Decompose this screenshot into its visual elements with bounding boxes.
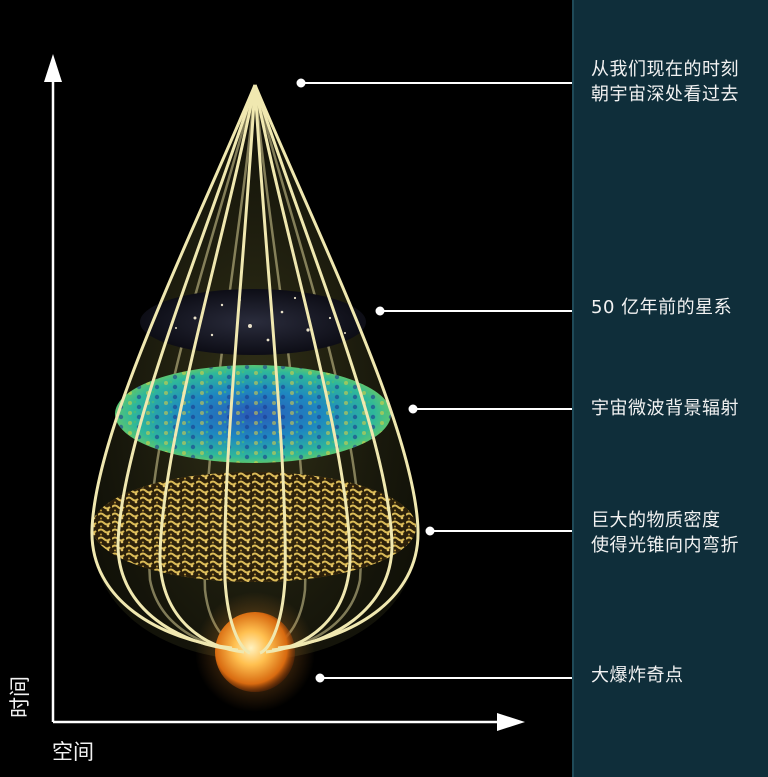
annotation-big-bang: 大爆炸奇点 (591, 663, 684, 688)
annotation-present-view: 从我们现在的时刻 朝宇宙深处看过去 (591, 57, 739, 107)
big-bang-singularity (215, 612, 295, 692)
annotation-line: 大爆炸奇点 (591, 665, 684, 686)
cmb-texture (115, 365, 391, 463)
annotation-cmb: 宇宙微波背景辐射 (591, 396, 739, 421)
light-cone-front-lines (90, 84, 420, 655)
annotation-galaxies: 50 亿年前的星系 (591, 295, 732, 320)
matter-texture (92, 472, 416, 582)
time-axis-arrow (44, 54, 62, 82)
annotation-line: 从我们现在的时刻 (591, 59, 739, 80)
time-axis-label: 时间 (8, 676, 32, 718)
annotation-panel (572, 0, 768, 777)
annotation-line: 朝宇宙深处看过去 (591, 84, 739, 105)
axes (44, 54, 525, 731)
annotation-line: 50 亿年前的星系 (591, 297, 733, 318)
leader-lines (296, 78, 572, 683)
annotation-line: 使得光锥向内弯折 (591, 535, 739, 556)
annotation-line: 宇宙微波背景辐射 (591, 398, 739, 419)
annotation-matter-density: 巨大的物质密度 使得光锥向内弯折 (591, 508, 739, 558)
annotation-line: 巨大的物质密度 (591, 510, 721, 531)
space-axis-arrow (497, 713, 525, 731)
space-axis-label: 空间 (52, 740, 94, 764)
